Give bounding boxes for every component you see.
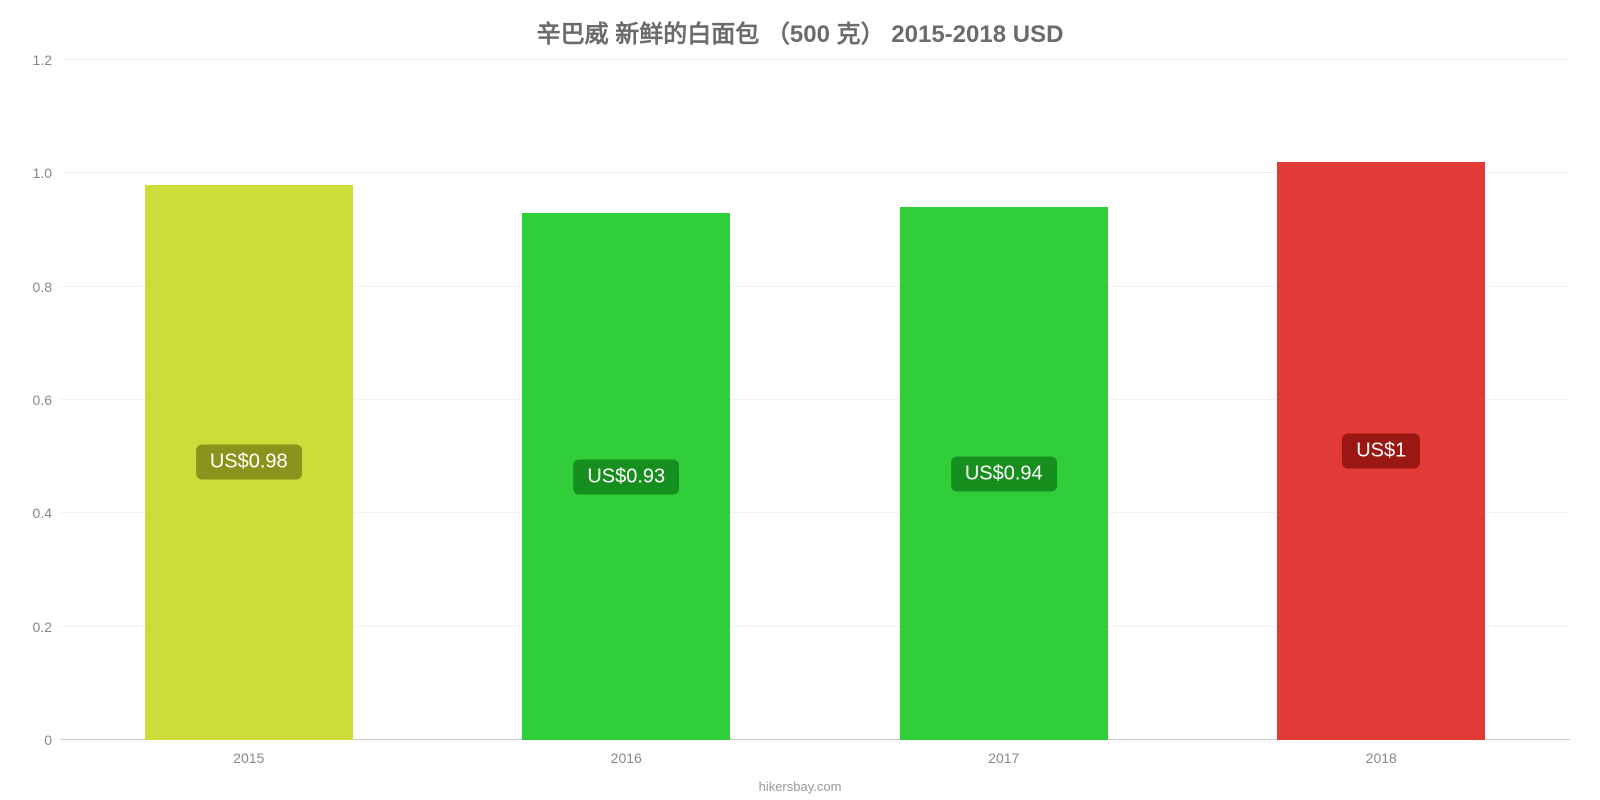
bar-value-badge: US$1 [1342,434,1420,469]
bar: US$0.93 [522,213,730,740]
plot-area: 00.20.40.60.81.01.2US$0.982015US$0.93201… [60,60,1570,740]
y-tick-label: 0.2 [33,619,52,635]
bar-value-badge: US$0.93 [573,459,679,494]
y-tick-label: 0.4 [33,505,52,521]
y-tick-label: 1.2 [33,52,52,68]
grid-line [60,59,1570,60]
x-tick-label: 2018 [1366,750,1397,766]
y-tick-label: 0.6 [33,392,52,408]
bar: US$0.98 [145,185,353,740]
chart-source: hikersbay.com [0,779,1600,794]
y-tick-label: 0 [44,732,52,748]
bar: US$0.94 [900,207,1108,740]
x-tick-label: 2016 [611,750,642,766]
chart-title: 辛巴威 新鲜的白面包 （500 克） 2015-2018 USD [0,0,1600,49]
bar-value-badge: US$0.98 [196,445,302,480]
x-tick-label: 2015 [233,750,264,766]
plot-region: 00.20.40.60.81.01.2US$0.982015US$0.93201… [60,60,1570,740]
bar: US$1 [1277,162,1485,740]
bar-chart: 辛巴威 新鲜的白面包 （500 克） 2015-2018 USD 00.20.4… [0,0,1600,800]
bar-value-badge: US$0.94 [951,456,1057,491]
x-tick-label: 2017 [988,750,1019,766]
y-tick-label: 0.8 [33,279,52,295]
y-tick-label: 1.0 [33,165,52,181]
